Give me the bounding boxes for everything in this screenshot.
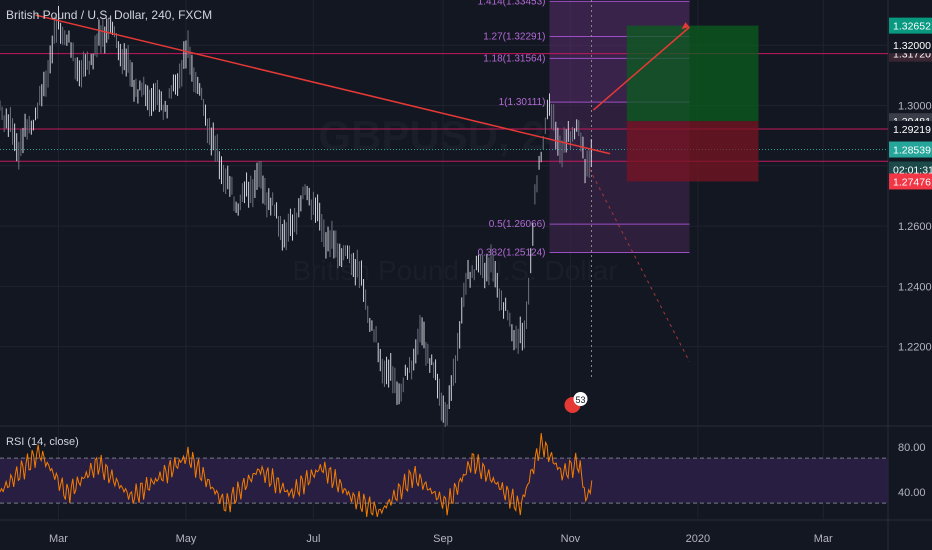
- event-count: 53: [575, 395, 585, 405]
- symbol-title[interactable]: British Pound / U.S. Dollar, 240, FXCM: [6, 8, 213, 22]
- fib-level-label: 0.5(1.26066): [489, 219, 546, 230]
- rsi-line: [0, 432, 593, 518]
- watermark-name: British Pound / U.S. Dollar: [292, 255, 617, 286]
- projection-line-down: [588, 168, 690, 362]
- price-tick-label: 1.26000: [898, 221, 932, 233]
- arrow-head: [681, 22, 690, 30]
- time-tick-label: Sep: [433, 533, 453, 545]
- fib-level-label: 0.382(1.25124): [478, 247, 546, 258]
- price-tag: [889, 141, 932, 158]
- price-tag: [889, 173, 932, 190]
- price-tag-label: 1.28539: [893, 145, 931, 157]
- price-tag: [889, 121, 932, 138]
- rsi-tick-label: 80.00: [898, 442, 926, 454]
- fib-level-label: 1.18(1.31564): [483, 53, 545, 64]
- time-tick-label: Nov: [561, 533, 581, 545]
- price-tag: [889, 37, 932, 54]
- fib-level-label: 1.414(1.33453): [478, 0, 546, 7]
- price-tick-label: 1.22000: [898, 342, 932, 354]
- long-position-profit-zone: [626, 25, 759, 122]
- rsi-tick-label: 40.00: [898, 487, 926, 499]
- time-tick-label: 2020: [686, 533, 710, 545]
- event-count-badge: [573, 392, 588, 406]
- price-tag-label: 1.32000: [893, 40, 931, 52]
- time-tick-label: May: [176, 533, 197, 545]
- projection-arrow-up: [592, 26, 690, 111]
- trendline: [35, 14, 611, 155]
- price-tick-label: 1.24000: [898, 281, 932, 293]
- price-tag-label: 1.27476: [893, 176, 931, 188]
- fib-level-label: 1(1.30111): [499, 97, 546, 108]
- time-tick-label: Jul: [306, 533, 320, 545]
- price-tag-label: 1.32652: [893, 21, 931, 33]
- price-tag: [889, 17, 932, 34]
- watermark-symbol: GBPUSD, 240: [318, 112, 591, 159]
- time-tick-label: Mar: [49, 533, 68, 545]
- price-tick-label: 1.30000: [898, 101, 932, 113]
- time-tick-label: Mar: [814, 533, 833, 545]
- long-position-stop-zone: [626, 121, 759, 182]
- fib-level-label: 1.27(1.32291): [483, 31, 545, 42]
- price-tag-label: 1.29219: [893, 124, 931, 136]
- rsi-title[interactable]: RSI (14, close): [6, 436, 79, 448]
